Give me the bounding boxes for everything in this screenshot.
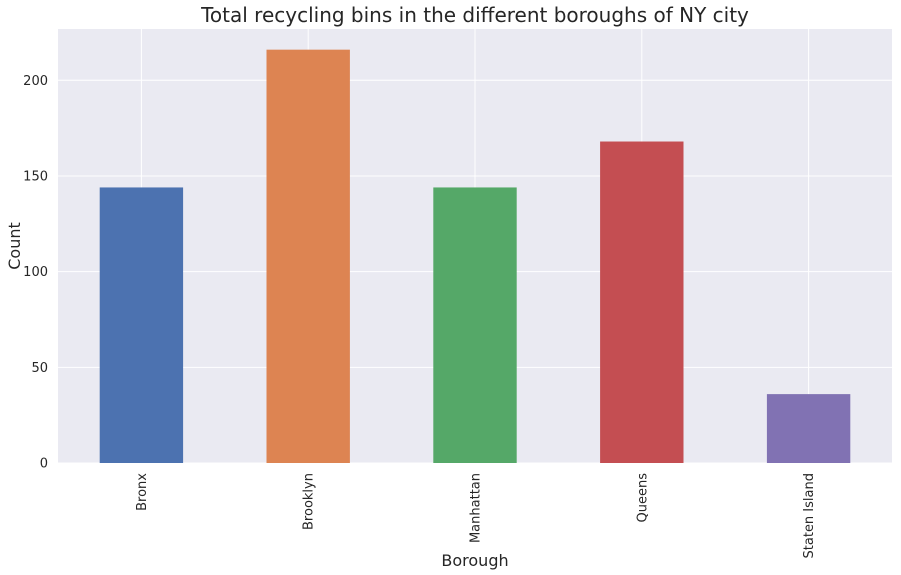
bar-bronx (99, 187, 184, 463)
chart-title: Total recycling bins in the different bo… (200, 3, 749, 27)
bar-staten-island (766, 394, 851, 463)
x-tick-label: Bronx (135, 473, 150, 511)
y-tick-label: 200 (23, 74, 48, 89)
x-tick-label: Queens (635, 473, 650, 523)
bars (99, 49, 851, 464)
x-tick-label: Manhattan (469, 473, 484, 543)
y-tick-label: 100 (23, 265, 48, 280)
x-tick-label: Staten Island (802, 473, 817, 558)
x-tick-label: Brooklyn (302, 473, 317, 530)
bar-brooklyn (266, 49, 350, 464)
y-tick-label: 50 (31, 361, 48, 376)
x-axis-ticks: Bronx Brooklyn Manhattan Queens Staten Islan… (135, 473, 817, 559)
y-tick-label: 150 (23, 169, 48, 184)
y-axis-label: Count (5, 222, 24, 270)
bar-queens (600, 141, 684, 463)
bar-manhattan (433, 187, 517, 463)
y-tick-label: 0 (40, 457, 48, 472)
x-axis-label: Borough (441, 551, 508, 570)
y-axis-ticks: 0 50 100 150 200 (23, 74, 48, 472)
